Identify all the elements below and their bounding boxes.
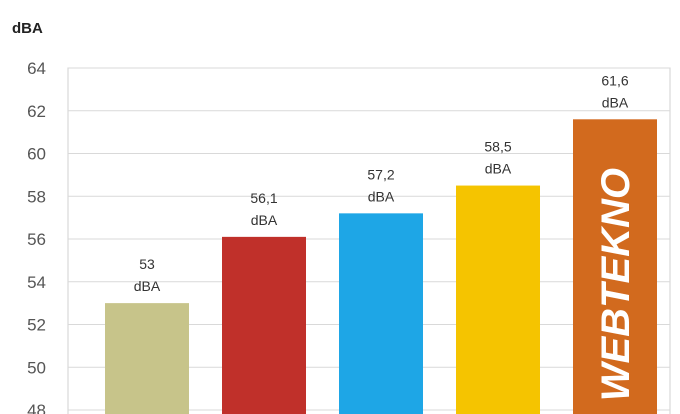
y-tick-label: 50 xyxy=(27,358,46,377)
bar xyxy=(573,119,657,414)
bar xyxy=(105,303,189,414)
data-label-unit: dBA xyxy=(251,212,278,228)
data-label-unit: dBA xyxy=(485,161,512,177)
bar xyxy=(456,185,540,414)
y-tick-label: 56 xyxy=(27,230,46,249)
y-tick-label: 60 xyxy=(27,145,46,164)
y-tick-label: 58 xyxy=(27,187,46,206)
y-axis-ticks: 48 50 52 54 56 58 60 62 64 xyxy=(27,59,46,414)
y-tick-label: 62 xyxy=(27,102,46,121)
data-label-value: 53 xyxy=(139,256,155,272)
data-label-value: 57,2 xyxy=(367,166,394,182)
data-label-unit: dBA xyxy=(368,188,395,204)
bar-watermark: WEBTEKNO xyxy=(594,168,638,401)
bars: WEBTEKNO xyxy=(105,119,657,414)
data-labels: 53 dBA 56,1 dBA 57,2 dBA 58,5 dBA 61,6 dBA xyxy=(134,72,629,294)
data-label-unit: dBA xyxy=(134,278,161,294)
data-label-unit: dBA xyxy=(602,94,629,110)
y-axis-unit-label: dBA xyxy=(12,20,43,37)
data-label-value: 58,5 xyxy=(484,139,511,155)
y-tick-label: 54 xyxy=(27,273,46,292)
y-tick-label: 64 xyxy=(27,59,46,78)
data-label-value: 61,6 xyxy=(601,72,628,88)
y-tick-label: 52 xyxy=(27,316,46,335)
data-label-value: 56,1 xyxy=(250,190,277,206)
y-tick-label: 48 xyxy=(27,401,46,414)
bar xyxy=(222,236,306,414)
bar xyxy=(339,213,423,414)
